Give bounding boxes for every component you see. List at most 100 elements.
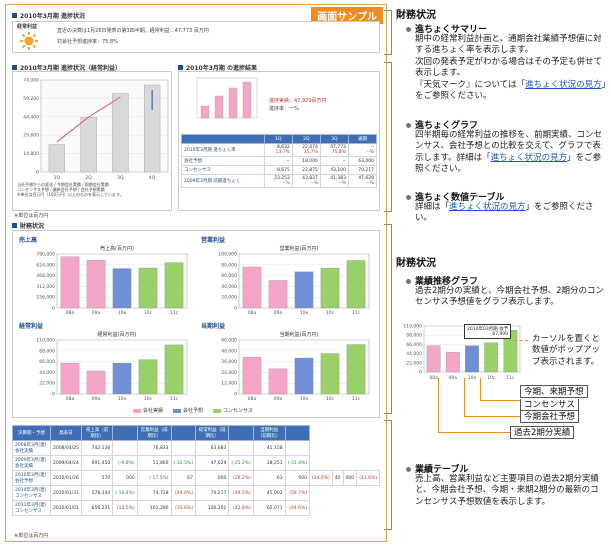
bar[interactable] [164,262,184,309]
table-header-cell [228,425,254,441]
row-label: 2010年3月期 進ちょく率 [181,143,265,157]
summary-line1: 直近の決算は1月26日発表の第3四半期。経常利益：47,773 百万円 [57,28,209,34]
bar[interactable] [346,260,366,309]
notes-column: 財務状況 進ちょくサマリー 期中の経常利益計画と、通期会社業績予想値に対する進ち… [392,0,611,547]
table-row: 2009年3月(連) 会社実績 2009/04/24 691,450 (-6.8%) 5… [12,455,380,471]
bar[interactable] [60,362,80,395]
leader-3b [438,432,520,433]
table-cell [112,440,138,456]
bar[interactable] [484,342,499,373]
y-tick-label: 66,000 [406,342,422,348]
link-progress-guide-3[interactable]: 進ちょく状況の見方 [449,202,526,212]
table-cell: 656,231 [80,500,114,516]
leader-2 [464,378,465,416]
table-unit: ※単位は百万円 [14,533,49,539]
notes-sub-trend: 業績推移グラフ [406,274,478,287]
bar[interactable] [445,352,460,373]
x-tick-label: 08a [429,375,438,381]
table-cell: 40 [331,470,344,486]
finance-bar-chart[interactable]: 営業利益(百万円) 100,000 80,000 60,000 40,000 20,000… [199,244,375,318]
table-cell: 51,860 [136,455,172,471]
screen-sample: 画面サンプル 2010年3月期 進捗状況 経常利益 直近の決算は1月26日発表の… [5,4,387,542]
table-cell [284,440,311,456]
table-cell: (41.6%) [356,470,380,486]
bar[interactable] [60,256,80,309]
table-cell: 41,383 --% [319,174,349,188]
bar[interactable] [112,268,132,309]
bar[interactable] [112,362,132,395]
bar [214,95,224,119]
financial-table: 決算期・予想 発表日 売上高（前期比） 営業利益（前期比） 経常利益（前期比） 当期利益（… [12,425,380,516]
row-label: 会社予想 [181,156,265,166]
y-tick-label: 44,000 [406,351,422,357]
leader-1b [480,400,520,401]
bar[interactable] [294,271,314,309]
legend-forecast: 会社予想 [173,407,203,414]
y-tick-label: 0 [234,306,237,312]
bar[interactable] [80,117,97,173]
chart-title: 当期利益(百万円) [280,331,319,338]
finance-bar-chart[interactable]: 売上高(百万円) 780,000 624,000 468,000 312,000 156,… [17,244,193,318]
table-header-cell: 発表日 [49,425,82,441]
link-progress-guide-2[interactable]: 進ちょく状況の見方 [490,152,568,163]
table-cell: (44.6%) [284,500,311,516]
bar[interactable] [86,260,106,309]
table-row: 2009年3月期 前期進ちょく 23,253 --% 43,837 --% 41,383-… [181,174,378,188]
bar[interactable] [138,359,158,395]
y-tick-label: 60,000 [221,273,237,279]
x-tick-label: 10c [487,375,496,381]
table-cell: 18,000 [291,156,321,166]
bar[interactable] [426,345,441,373]
bar[interactable] [164,344,184,395]
progress-chart[interactable]: 74,000 59,200 44,400 29,600 14,800 0 1Q 2Q 3Q 4Q [13,72,173,182]
label-future-forecast: 今期、来期予想 [520,385,588,398]
row-label: コンセンサス [181,165,265,175]
notes-fin-table-text: 売上高、営業利益など主要項目の過去2期分実績と、今期会社予想、今期・来期2期分の… [415,474,599,507]
x-tick-label: 11c [170,310,179,316]
table-cell: (-6.8%) [112,455,138,471]
x-tick-label: 3Q [117,175,124,181]
bar[interactable] [86,370,106,395]
bar[interactable] [320,267,340,309]
finance-bar-chart[interactable]: 当期利益(百万円) 60,000 48,000 36,000 24,000 12,000 0… [199,330,375,404]
bar[interactable] [294,357,314,395]
table-header-cell: 決算期・予想 [12,425,51,441]
progress-graph-box: 74,000 59,200 44,400 29,600 14,800 0 1Q 2Q 3Q 4Q … [12,71,172,211]
bar[interactable] [268,368,288,395]
link-progress-guide-1[interactable]: 進ちょく状況の見方 [525,79,602,90]
y-tick-label: 0 [234,392,237,398]
summary-line2: 対会社予想進捗率：75.8% [57,39,118,45]
leader-1 [480,378,481,400]
notes-title-1: 財務状況 [396,10,436,21]
finance-bar-chart[interactable]: 経常利益(百万円) 110,000 88,000 66,000 44,000 22,000… [17,330,193,404]
table-cell: 101,290 [136,500,172,516]
summary-label: 経常利益 [17,24,38,30]
finance-heading: 財務状況 [12,221,44,230]
bar [228,87,238,119]
bar[interactable] [143,84,161,173]
finance-panel: 当期利益 当期利益(百万円) 60,000 48,000 36,000 24,000 12,… [199,321,375,403]
bar[interactable] [268,280,288,309]
bar[interactable] [465,345,479,373]
table-cell: 000 [194,470,230,486]
bar[interactable] [138,267,158,309]
table-cell: (59.7%) [284,485,311,501]
bar[interactable] [48,144,66,173]
table-cell: 000 [284,470,311,486]
y-tick-label: 100,000 [218,252,237,258]
notes-graph-text: 四半期毎の経常利益の推移を、前期実績、コンセンサス、会社予想との比較を交えて、グ… [415,130,603,175]
bar[interactable] [112,93,129,173]
x-tick-label: 4Q [149,175,156,181]
table-cell [170,440,196,456]
finance-panel-title: 営業利益 [201,237,226,244]
table-cell: 742,136 [80,440,114,456]
bar[interactable] [320,353,340,395]
bar[interactable] [346,344,366,395]
graph-unit: ※単位は百万円 [14,213,49,219]
table-cell: (29.2%) [228,470,254,486]
table-cell: 67 [170,470,196,486]
bar[interactable] [242,356,262,395]
row-label: 2010年3月(連) コンセンサス [12,485,51,501]
bar[interactable] [242,266,262,309]
notes-title-2: 財務状況 [396,258,436,269]
